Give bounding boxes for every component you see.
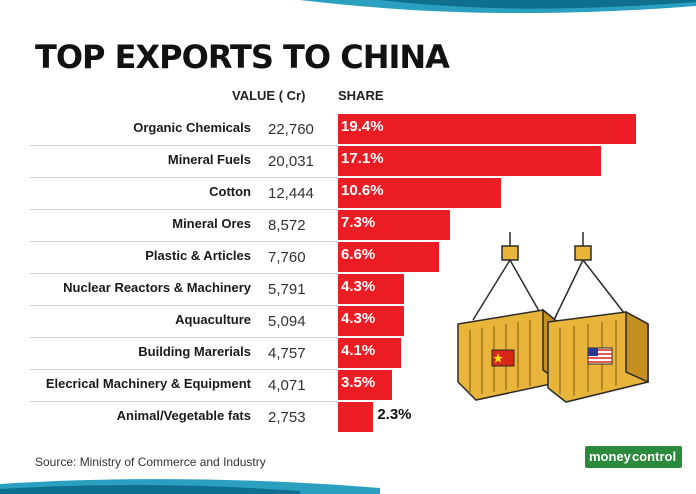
share-bar — [338, 306, 405, 336]
row-divider — [30, 401, 338, 402]
logo-text-control: control — [632, 449, 677, 464]
share-bar — [338, 338, 401, 368]
category-label: Mineral Fuels — [167, 152, 251, 167]
category-label: Cotton — [209, 184, 251, 199]
share-label: 4.1% — [341, 342, 376, 359]
category-label: Aquaculture — [175, 312, 251, 327]
row-divider — [30, 337, 338, 338]
bottom-decorative-band — [0, 479, 380, 494]
export-value: 5,791 — [268, 281, 306, 298]
share-bar — [338, 402, 374, 432]
table-row: Nuclear Reactors & Machinery 5,791 4.3% — [0, 273, 696, 305]
share-label: 3.5% — [341, 374, 376, 391]
export-value: 4,071 — [268, 377, 306, 394]
share-bar — [338, 114, 636, 144]
export-value: 12,444 — [268, 185, 314, 202]
export-value: 20,031 — [268, 153, 314, 170]
category-label: Elecrical Machinery & Equipment — [45, 376, 251, 391]
table-row: Building Marerials 4,757 4.1% — [0, 337, 696, 369]
export-value: 2,753 — [268, 409, 306, 426]
share-label: 10.6% — [341, 182, 384, 199]
share-bar — [338, 210, 451, 240]
share-label: 19.4% — [341, 118, 384, 135]
top-decorative-band — [300, 0, 696, 14]
share-bar — [338, 146, 601, 176]
category-label: Mineral Ores — [172, 216, 251, 231]
shipping-containers-illustration — [457, 232, 649, 403]
logo-text-money: money — [589, 449, 631, 464]
table-row: Animal/Vegetable fats 2,753 2.3% — [0, 401, 696, 433]
share-bar — [338, 274, 405, 304]
row-divider — [30, 305, 338, 306]
category-label: Plastic & Articles — [145, 248, 251, 263]
share-label: 17.1% — [341, 150, 384, 167]
row-divider — [30, 241, 338, 242]
share-label: 6.6% — [341, 246, 376, 263]
table-row: Plastic & Articles 7,760 6.6% — [0, 241, 696, 273]
value-column-header: VALUE ( Cr) — [232, 88, 306, 103]
share-bar — [338, 242, 440, 272]
moneycontrol-logo: money control — [585, 446, 682, 468]
share-label: 7.3% — [341, 214, 376, 231]
row-divider — [30, 177, 338, 178]
table-row: Aquaculture 5,094 4.3% — [0, 305, 696, 337]
export-value: 8,572 — [268, 217, 306, 234]
share-label: 2.3% — [377, 406, 412, 423]
category-label: Organic Chemicals — [133, 120, 251, 135]
export-value: 4,757 — [268, 345, 306, 362]
row-divider — [30, 145, 338, 146]
table-row: Elecrical Machinery & Equipment 4,071 3.5% — [0, 369, 696, 401]
table-row: Organic Chemicals 22,760 19.4% — [0, 113, 696, 145]
source-note: Source: Ministry of Commerce and Industr… — [35, 455, 266, 469]
export-value: 5,094 — [268, 313, 306, 330]
table-row: Mineral Ores 8,572 7.3% — [0, 209, 696, 241]
share-label: 4.3% — [341, 278, 376, 295]
row-divider — [30, 273, 338, 274]
category-label: Building Marerials — [138, 344, 251, 359]
row-divider — [30, 209, 338, 210]
category-label: Animal/Vegetable fats — [116, 408, 251, 423]
category-label: Nuclear Reactors & Machinery — [63, 280, 251, 295]
chart-title: TOP EXPORTS TO CHINA — [35, 38, 450, 76]
share-bar — [338, 370, 392, 400]
row-divider — [30, 369, 338, 370]
table-row: Mineral Fuels 20,031 17.1% — [0, 145, 696, 177]
export-value: 7,760 — [268, 249, 306, 266]
share-bar — [338, 178, 501, 208]
share-column-header: SHARE — [338, 88, 384, 103]
share-label: 4.3% — [341, 310, 376, 327]
export-value: 22,760 — [268, 121, 314, 138]
table-row: Cotton 12,444 10.6% — [0, 177, 696, 209]
